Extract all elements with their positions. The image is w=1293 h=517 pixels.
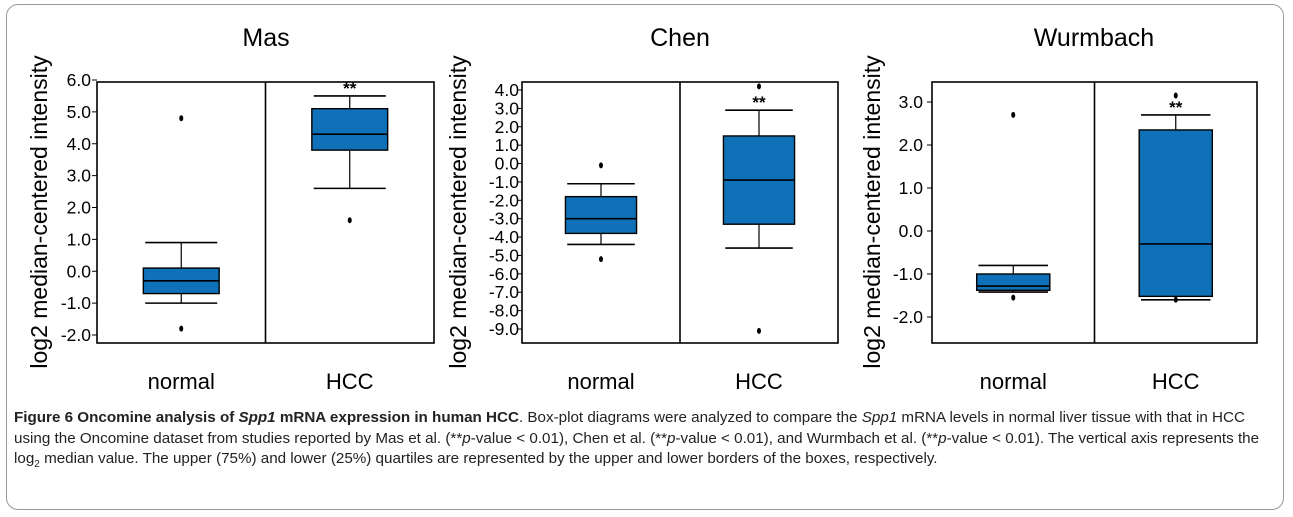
caption-text-5: -value < 0.01). The vertical axis repres… xyxy=(14,429,1260,468)
caption-text-4: -value < 0.01), and Wurmbach et al. (** xyxy=(675,429,939,447)
y-tick-label: 2.0 xyxy=(899,135,924,155)
y-tick-label: -8.0 xyxy=(489,301,519,321)
outlier-point xyxy=(347,217,352,224)
caption-subscript: 2 xyxy=(34,459,40,471)
iqr-box xyxy=(975,273,1051,292)
caption-title-gene: Spp1 xyxy=(238,409,276,426)
box-hcc: ** HCC xyxy=(722,83,796,394)
y-tick-label: -2.0 xyxy=(489,190,519,210)
y-tick-label: 0.0 xyxy=(67,261,92,281)
y-tick-label: 0.0 xyxy=(899,221,924,241)
figure-frame xyxy=(6,4,1284,510)
category-label: HCC xyxy=(735,369,783,394)
outlier-point xyxy=(1173,92,1178,99)
caption-text-3: -value < 0.01), Chen et al. (** xyxy=(470,429,667,447)
caption-text-6: median value. The upper (75%) and lower … xyxy=(39,450,938,468)
y-tick-label: 5.0 xyxy=(67,102,92,122)
y-tick-label: -3.0 xyxy=(489,209,519,229)
y-tick-label: 1.0 xyxy=(495,135,520,155)
y-tick-label: -1.0 xyxy=(489,172,519,192)
caption-p-2: p xyxy=(667,429,676,447)
y-tick-label: 1.0 xyxy=(899,178,924,198)
chart-panel-3: Wurmbach log2 median-centered intensity 3.… xyxy=(859,24,1258,394)
box-hcc: ** HCC xyxy=(311,79,389,394)
y-tick-label: 3.0 xyxy=(899,92,924,112)
outlier-point xyxy=(599,256,603,263)
y-tick-label: 4.0 xyxy=(495,80,520,100)
y-tick-label: -9.0 xyxy=(489,319,519,339)
category-label: HCC xyxy=(1152,369,1200,394)
outlier-point xyxy=(1011,111,1016,118)
y-axis-label: log2 median-centered intensity xyxy=(26,55,52,369)
caption-title-text: Figure 6 Oncomine analysis of xyxy=(14,409,239,426)
y-tick-label: 1.0 xyxy=(67,229,92,249)
category-label: HCC xyxy=(326,369,374,394)
box-normal: normal xyxy=(975,111,1051,394)
outlier-point xyxy=(1011,294,1016,301)
chart-title: Mas xyxy=(242,24,289,52)
outlier-point xyxy=(1173,296,1178,303)
y-tick-label: -4.0 xyxy=(489,227,519,247)
figure-panels: Mas log2 median-centered intensity 6.0 5.0 4… xyxy=(26,24,1258,394)
box-normal: normal xyxy=(142,115,220,394)
significance-marker: ** xyxy=(752,93,766,112)
y-tick-label: -6.0 xyxy=(489,264,519,284)
y-tick-label: 3.0 xyxy=(67,166,92,186)
box-hcc: ** HCC xyxy=(1138,92,1214,394)
figure-caption: Figure 6 Oncomine analysis of Spp1 mRNA … xyxy=(14,408,1279,476)
y-tick-label: -2.0 xyxy=(893,307,923,327)
y-tick-label: -7.0 xyxy=(489,282,519,302)
caption-text-1: . Box-plot diagrams were analyzed to com… xyxy=(518,409,862,426)
y-tick-label: 2.0 xyxy=(495,117,520,137)
chart-title: Wurmbach xyxy=(1034,24,1154,52)
y-tick-label: -2.0 xyxy=(61,325,91,345)
y-tick-label: 3.0 xyxy=(495,98,520,118)
y-tick-label: 6.0 xyxy=(67,70,92,90)
iqr-box xyxy=(1138,129,1214,298)
outlier-point xyxy=(599,162,603,169)
significance-marker: ** xyxy=(1169,98,1183,117)
iqr-box xyxy=(311,107,389,151)
caption-title: Figure 6 Oncomine analysis of Spp1 mRNA … xyxy=(14,409,519,426)
outlier-point xyxy=(179,115,184,122)
y-tick-label: 0.0 xyxy=(495,154,520,174)
outlier-point xyxy=(757,83,761,90)
y-tick-label: -1.0 xyxy=(61,293,91,313)
outlier-point xyxy=(179,325,184,332)
caption-p-3: p xyxy=(938,429,947,447)
category-label: normal xyxy=(980,369,1047,394)
chart-panel-1: Mas log2 median-centered intensity 6.0 5.0 4… xyxy=(26,24,435,394)
caption-gene: Spp1 xyxy=(861,409,898,426)
y-axis-label: log2 median-centered intensity xyxy=(859,55,885,369)
chart-title: Chen xyxy=(650,24,710,52)
caption-p-1: p xyxy=(462,429,471,447)
outlier-point xyxy=(757,327,761,334)
y-tick-label: 2.0 xyxy=(67,198,92,218)
category-label: normal xyxy=(567,369,634,394)
y-axis-label: log2 median-centered intensity xyxy=(445,55,471,369)
y-tick-label: -5.0 xyxy=(489,245,519,265)
significance-marker: ** xyxy=(343,79,357,98)
iqr-box xyxy=(564,195,638,235)
y-tick-label: 4.0 xyxy=(67,134,92,154)
box-normal: normal xyxy=(564,162,638,394)
chart-panel-2: Chen log2 median-centered intensity 4.03.0… xyxy=(445,24,839,394)
category-label: normal xyxy=(148,369,215,394)
caption-text-2: mRNA levels in normal liver tissue with … xyxy=(14,409,1245,447)
caption-title-rest: mRNA expression in human HCC xyxy=(275,409,519,426)
y-tick-label: -1.0 xyxy=(893,264,923,284)
